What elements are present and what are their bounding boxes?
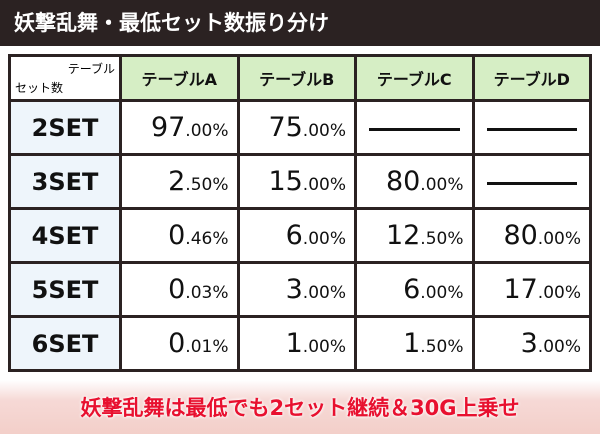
- table-row: 5SET 0.03% 3.00% 6.00% 17.00%: [8, 261, 592, 318]
- value-cell: 0.03%: [119, 261, 240, 318]
- distribution-table: テーブル セット数 テーブルA テーブルB テーブルC テーブルD 2SET 97.00…: [8, 54, 592, 372]
- row-header: 5SET: [8, 261, 122, 318]
- corner-bottom: セット数: [15, 81, 64, 95]
- table-row: 6SET 0.01% 1.00% 1.50% 3.00%: [8, 315, 592, 372]
- value-cell: 2.50%: [119, 153, 240, 210]
- footer-note: 妖撃乱舞は最低でも2セット継続＆30G上乗せ: [80, 396, 520, 420]
- dash: [369, 127, 460, 131]
- row-header: 3SET: [8, 153, 122, 210]
- column-header: テーブルA: [119, 54, 240, 102]
- table-row: 2SET 97.00% 75.00%: [8, 99, 592, 156]
- value-cell: 1.00%: [236, 315, 357, 372]
- value-cell: 0.01%: [119, 315, 240, 372]
- empty-cell: [471, 99, 592, 156]
- value-cell: 3.00%: [471, 315, 592, 372]
- table-row: 3SET 2.50% 15.00% 80.00%: [8, 153, 592, 210]
- column-header: テーブルC: [354, 54, 475, 102]
- table-body: 2SET 97.00% 75.00% 3SET 2.50% 15.00% 80.00% 4SE…: [8, 99, 592, 372]
- empty-cell: [354, 99, 475, 156]
- value-cell: 15.00%: [236, 153, 357, 210]
- column-header: テーブルB: [236, 54, 357, 102]
- value-cell: 6.00%: [354, 261, 475, 318]
- corner-top: テーブル: [67, 62, 115, 76]
- value-cell: 3.00%: [236, 261, 357, 318]
- value-cell: 0.46%: [119, 207, 240, 264]
- value-cell: 97.00%: [119, 99, 240, 156]
- value-cell: 12.50%: [354, 207, 475, 264]
- empty-cell: [471, 153, 592, 210]
- value-cell: 80.00%: [354, 153, 475, 210]
- value-cell: 75.00%: [236, 99, 357, 156]
- row-header: 6SET: [8, 315, 122, 372]
- value-cell: 17.00%: [471, 261, 592, 318]
- value-cell: 1.50%: [354, 315, 475, 372]
- column-header: テーブルD: [471, 54, 592, 102]
- dash: [486, 181, 577, 185]
- row-header: 4SET: [8, 207, 122, 264]
- value-cell: 6.00%: [236, 207, 357, 264]
- value-cell: 80.00%: [471, 207, 592, 264]
- header-row: テーブル セット数 テーブルA テーブルB テーブルC テーブルD: [8, 54, 592, 102]
- corner-cell: テーブル セット数: [8, 54, 122, 102]
- dash: [486, 127, 577, 131]
- table-row: 4SET 0.46% 6.00% 12.50% 80.00%: [8, 207, 592, 264]
- title-bar: 妖撃乱舞・最低セット数振り分け: [0, 0, 600, 46]
- row-header: 2SET: [8, 99, 122, 156]
